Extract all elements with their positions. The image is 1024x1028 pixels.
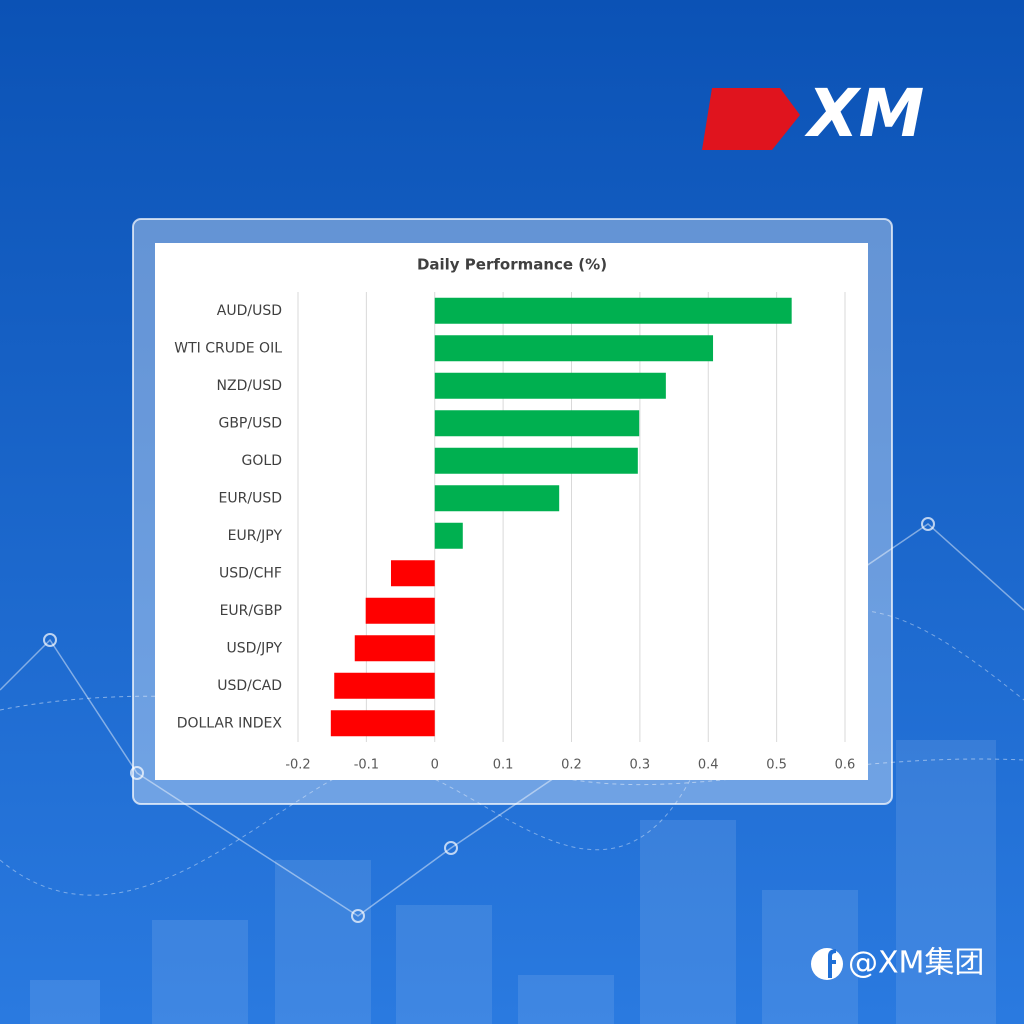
y-tick-label: GOLD <box>242 453 282 469</box>
logo-text: XM <box>804 75 925 152</box>
x-tick-label: 0.2 <box>561 758 582 773</box>
decor-line <box>0 523 1024 917</box>
bar <box>330 710 435 737</box>
social-handle: @XM集团 <box>848 946 984 981</box>
y-tick-label: EUR/USD <box>219 490 282 506</box>
x-tick-label: 0 <box>431 758 439 773</box>
y-tick-label: USD/CAD <box>217 678 282 694</box>
bar <box>334 672 435 699</box>
decor-dots <box>43 517 935 923</box>
y-tick-label: AUD/USD <box>217 303 282 319</box>
bar <box>434 485 560 512</box>
y-tick-label: GBP/USD <box>218 415 282 431</box>
x-tick-label: -0.1 <box>354 758 379 773</box>
bar <box>434 372 666 399</box>
plot: -0.2 -0.1 0 0.1 0.2 0.3 0.4 0.5 0.6 AUD/USD WTI CR… <box>174 292 855 773</box>
social-icon-f <box>828 949 837 978</box>
y-tick-label: USD/JPY <box>227 640 283 656</box>
decor-bars <box>30 740 996 1024</box>
x-tick-label: 0.4 <box>698 758 719 773</box>
y-tick-label: DOLLAR INDEX <box>177 715 283 731</box>
x-tick-label: 0.6 <box>835 758 856 773</box>
x-tick-label: -0.2 <box>285 758 310 773</box>
chart-title: Daily Performance (%) <box>417 256 607 274</box>
social-icon <box>811 948 843 980</box>
x-tick-label: 0.5 <box>766 758 787 773</box>
bar <box>434 522 463 549</box>
bar <box>434 447 638 474</box>
bar <box>434 410 640 437</box>
chart-area <box>155 243 868 780</box>
bar <box>365 597 435 624</box>
x-tick-label: 0.1 <box>493 758 514 773</box>
y-tick-label: WTI CRUDE OIL <box>174 340 282 356</box>
bar <box>390 560 435 587</box>
y-tick-label: EUR/JPY <box>228 528 283 544</box>
y-tick-label: NZD/USD <box>217 378 282 394</box>
y-tick-label: EUR/GBP <box>220 603 282 619</box>
y-tick-label: USD/CHF <box>219 565 282 581</box>
bar <box>434 335 714 362</box>
x-tick-label: 0.3 <box>630 758 651 773</box>
bar <box>434 297 792 324</box>
bar <box>354 635 435 662</box>
logo-mark <box>702 88 800 150</box>
